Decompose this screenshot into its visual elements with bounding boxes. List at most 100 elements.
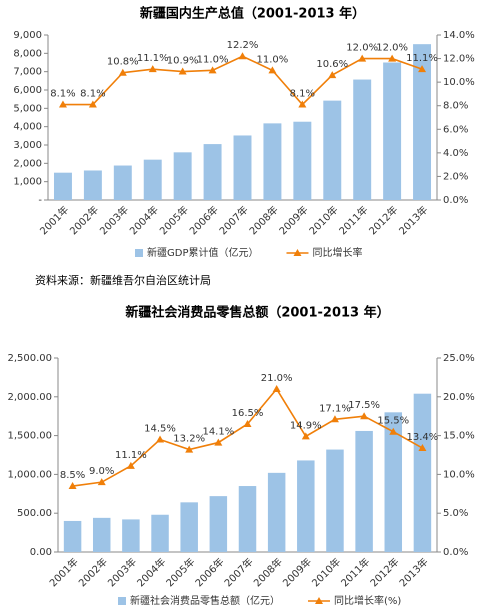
bar <box>203 144 222 200</box>
x-tick-label: 2013年 <box>396 203 430 237</box>
y-tick-label: 1,500.00 <box>7 431 52 442</box>
bar <box>355 430 373 552</box>
x-tick-label: 2001年 <box>37 203 71 237</box>
y-tick-label: 2,500.00 <box>7 353 52 364</box>
y-tick-label: 2,000.00 <box>7 392 52 403</box>
legend-swatch <box>315 597 323 604</box>
x-tick-label: 2004年 <box>134 555 168 589</box>
y2-tick-label: 2.0% <box>443 171 468 182</box>
x-tick-label: 2006年 <box>192 555 226 589</box>
data-label: 12.0% <box>346 43 378 54</box>
line-marker <box>272 385 281 393</box>
line-marker <box>238 52 247 60</box>
line-marker <box>178 67 187 75</box>
data-label: 9.0% <box>89 466 114 477</box>
bar <box>173 152 192 200</box>
y2-tick-label: 10.0% <box>443 77 475 88</box>
x-tick-label: 2006年 <box>187 203 221 237</box>
data-label: 8.1% <box>50 89 75 100</box>
bar <box>180 502 198 552</box>
line-marker <box>328 71 337 79</box>
legend-label: 新疆GDP累计值（亿元） <box>147 246 258 259</box>
y2-tick-label: 20.0% <box>443 392 475 403</box>
chart-title: 新疆社会消费品零售总额（2001-2013 年） <box>125 305 389 321</box>
data-label: 13.4% <box>407 432 439 443</box>
y-tick-label: 7,000 <box>13 67 42 78</box>
line-marker <box>330 415 339 423</box>
chart-title: 新疆国内生产总值（2001-2013 年） <box>140 6 365 22</box>
x-tick-label: 2002年 <box>67 203 101 237</box>
line-marker <box>68 482 77 490</box>
line-marker <box>388 54 397 62</box>
data-label: 8.5% <box>60 470 85 481</box>
y-tick-label: 1,000 <box>13 177 42 188</box>
bar <box>267 472 286 552</box>
line-marker <box>148 65 157 73</box>
data-label: 21.0% <box>261 373 293 384</box>
line-marker <box>243 419 252 427</box>
x-tick-label: 2010年 <box>309 555 343 589</box>
x-tick-label: 2009年 <box>276 203 310 237</box>
legend-label: 新疆社会消费品零售总额（亿元） <box>130 594 280 607</box>
y-tick-label: 4,000 <box>13 122 42 133</box>
data-label: 17.5% <box>348 400 380 411</box>
line-marker <box>418 444 427 452</box>
data-label: 11.1% <box>406 53 438 64</box>
line-marker <box>58 100 67 108</box>
data-label: 16.5% <box>232 408 264 419</box>
line-marker <box>301 432 310 440</box>
line-marker <box>298 100 307 108</box>
y2-tick-label: 6.0% <box>443 124 468 135</box>
line-marker <box>418 65 427 73</box>
bar <box>293 121 312 200</box>
bar <box>383 62 402 200</box>
y-tick-label: - <box>38 195 42 206</box>
y2-tick-label: 15.0% <box>443 431 475 442</box>
bar <box>413 393 432 552</box>
x-tick-label: 2011年 <box>338 555 372 589</box>
x-tick-label: 2002年 <box>76 555 110 589</box>
y2-tick-label: 5.0% <box>443 508 468 519</box>
y-tick-label: 0.00 <box>30 547 52 558</box>
x-tick-label: 2012年 <box>366 203 400 237</box>
y-tick-label: 1,000.00 <box>7 469 52 480</box>
bar <box>53 172 72 200</box>
bar <box>83 170 102 200</box>
data-label: 14.5% <box>144 423 176 434</box>
bar <box>353 79 372 200</box>
legend-swatch <box>135 249 143 257</box>
y-tick-label: 8,000 <box>13 48 42 59</box>
y-tick-label: 2,000 <box>13 158 42 169</box>
x-tick-label: 2005年 <box>163 555 197 589</box>
y-tick-label: 500.00 <box>17 508 52 519</box>
data-label: 17.1% <box>319 403 351 414</box>
y2-tick-label: 0.0% <box>443 547 468 558</box>
data-label: 12.0% <box>376 43 408 54</box>
bar <box>238 486 257 552</box>
line-marker <box>214 438 223 446</box>
y2-tick-label: 12.0% <box>443 54 475 65</box>
bar <box>113 165 132 200</box>
line-marker <box>268 66 277 74</box>
bar <box>122 519 140 552</box>
y2-tick-label: 25.0% <box>443 353 475 364</box>
y2-tick-label: 10.0% <box>443 469 475 480</box>
bar <box>263 123 282 200</box>
line-marker <box>156 435 165 443</box>
line-marker <box>118 68 127 76</box>
data-label: 10.8% <box>107 57 139 68</box>
data-label: 8.1% <box>80 89 105 100</box>
bar <box>413 44 432 200</box>
x-tick-label: 2011年 <box>336 203 370 237</box>
line-marker <box>97 478 106 486</box>
bar <box>384 412 403 552</box>
x-tick-label: 2013年 <box>396 555 430 589</box>
data-label: 11.0% <box>197 54 229 65</box>
data-label: 10.9% <box>167 56 199 67</box>
data-label: 11.1% <box>115 450 147 461</box>
data-label: 10.6% <box>316 59 348 70</box>
x-tick-label: 2003年 <box>105 555 139 589</box>
data-label: 8.1% <box>290 89 315 100</box>
bar <box>92 517 111 552</box>
y-tick-label: 6,000 <box>13 85 42 96</box>
